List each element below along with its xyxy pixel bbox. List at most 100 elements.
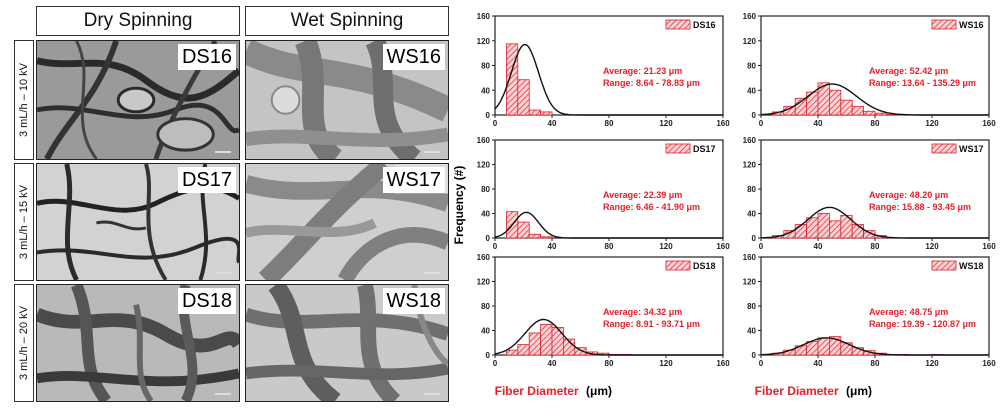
- histogram-ds16: 0 40 80 120 160 0 40 80 120 160 DS16 Average: 21.23…: [477, 12, 731, 128]
- histogram-bar: [829, 89, 842, 116]
- histogram-bar: [851, 105, 865, 116]
- legend-swatch: [931, 260, 957, 271]
- tag-ws16: WS16: [382, 44, 445, 70]
- tag-ws17: WS17: [382, 167, 445, 193]
- micrograph-ds18-image: [37, 285, 239, 401]
- y-tick-label: 0: [752, 111, 757, 120]
- histogram-ws16: 0 40 80 120 160 0 40 80 120 160 WS16 Average: 52.42…: [743, 12, 997, 128]
- x-tick-label: 80: [605, 359, 614, 368]
- tag-ws18: WS18: [382, 288, 445, 314]
- histogram-bar: [574, 347, 587, 356]
- average-text: Average: 48.20 μm: [869, 190, 948, 200]
- micrograph-ws17: WS17: [245, 163, 449, 281]
- y-tick-label: 80: [747, 185, 756, 194]
- x-axis-label-left: Fiber Diameter (μm): [495, 384, 612, 398]
- fit-curve: [761, 206, 989, 239]
- y-tick-label: 120: [477, 278, 491, 287]
- plot-frame: [494, 139, 724, 239]
- legend-swatch: [665, 260, 691, 271]
- histogram-bar: [863, 110, 876, 116]
- range-text: Range: 15.88 - 93.45 μm: [869, 202, 971, 212]
- average-text: Average: 34.32 μm: [603, 307, 682, 317]
- average-text: Average: 21.23 μm: [603, 66, 682, 76]
- histogram-bar: [829, 220, 842, 239]
- range-text: Range: 6.46 - 41.90 μm: [603, 202, 700, 212]
- y-tick-label: 120: [743, 161, 757, 170]
- row-label-1: 3 mL/h – 10 kV: [14, 40, 34, 160]
- x-tick-label: 120: [925, 359, 939, 368]
- plot-frame: [760, 256, 990, 356]
- x-tick-label: 120: [925, 242, 939, 251]
- histogram-ds18: 0 40 80 120 160 0 40 80 120 160 DS18 Average: 34.32…: [477, 253, 731, 368]
- x-tick-label: 120: [659, 242, 673, 251]
- y-tick-label: 40: [481, 86, 490, 95]
- histogram-bar: [505, 43, 519, 116]
- x-tick-label: 160: [982, 359, 996, 368]
- x-tick-label: 160: [716, 359, 730, 368]
- legend-swatch: [931, 19, 957, 30]
- x-axis-label-right-main: Fiber Diameter: [755, 384, 839, 398]
- average-text: Average: 52.42 μm: [869, 66, 948, 76]
- x-tick-label: 40: [814, 242, 823, 251]
- legend-label: DS17: [693, 144, 716, 154]
- tag-ds18: DS18: [177, 288, 236, 314]
- x-tick-label: 0: [759, 242, 764, 251]
- legend-label: DS16: [693, 20, 716, 30]
- scale-bar: [215, 272, 231, 274]
- y-tick-label: 40: [747, 327, 756, 336]
- y-tick-label: 0: [486, 351, 491, 360]
- y-tick-label: 80: [481, 62, 490, 71]
- y-tick-label: 120: [477, 161, 491, 170]
- y-tick-label: 160: [477, 12, 491, 21]
- range-text: Range: 8.91 - 93.71 μm: [603, 319, 700, 329]
- column-header-wet-label: Wet Spinning: [290, 10, 404, 31]
- y-tick-label: 80: [747, 302, 756, 311]
- micrograph-ws18: WS18: [245, 284, 449, 402]
- x-tick-label: 0: [759, 119, 764, 128]
- y-tick-label: 120: [477, 37, 491, 46]
- legend-swatch: [931, 143, 957, 154]
- legend-swatch: [665, 19, 691, 30]
- x-tick-label: 0: [493, 359, 498, 368]
- y-tick-label: 80: [481, 185, 490, 194]
- x-tick-label: 80: [605, 119, 614, 128]
- x-tick-label: 160: [982, 119, 996, 128]
- scale-bar: [424, 272, 440, 274]
- y-tick-label: 160: [477, 136, 491, 145]
- x-tick-label: 40: [814, 119, 823, 128]
- column-header-wet: Wet Spinning: [245, 6, 449, 36]
- y-tick-label: 40: [747, 86, 756, 95]
- y-tick-label: 40: [481, 210, 490, 219]
- y-tick-label: 40: [481, 327, 490, 336]
- fit-curve: [761, 337, 989, 356]
- range-text: Range: 8.64 - 78.83 μm: [603, 78, 700, 88]
- range-text: Range: 13.64 - 135.29 μm: [869, 78, 976, 88]
- plot-frame: [760, 139, 990, 239]
- legend-label: DS18: [693, 261, 716, 271]
- legend-swatch: [665, 143, 691, 154]
- tag-ds16: DS16: [177, 44, 236, 70]
- x-tick-label: 80: [871, 359, 880, 368]
- histogram-bar: [540, 323, 553, 356]
- histogram-bar: [517, 344, 530, 356]
- histogram-bar: [840, 99, 853, 116]
- histogram-bar: [817, 213, 830, 239]
- histogram-bar: [794, 224, 808, 239]
- y-tick-label: 120: [743, 278, 757, 287]
- histogram-ws18: 0 40 80 120 160 0 40 80 120 160 WS18 Average: 48.75…: [743, 253, 997, 368]
- x-tick-label: 40: [548, 119, 557, 128]
- fit-curve: [760, 83, 989, 116]
- y-tick-label: 40: [747, 210, 756, 219]
- legend-label: WS18: [959, 261, 984, 271]
- legend-label: WS17: [959, 144, 984, 154]
- x-tick-label: 0: [759, 359, 764, 368]
- micrograph-ds18: DS18: [36, 284, 240, 402]
- histogram-bar: [528, 332, 542, 356]
- x-axis-label-right-unit: (μm): [846, 384, 872, 398]
- x-tick-label: 160: [716, 242, 730, 251]
- plot-frame: [494, 15, 724, 116]
- x-tick-label: 0: [493, 242, 498, 251]
- y-tick-label: 0: [486, 234, 491, 243]
